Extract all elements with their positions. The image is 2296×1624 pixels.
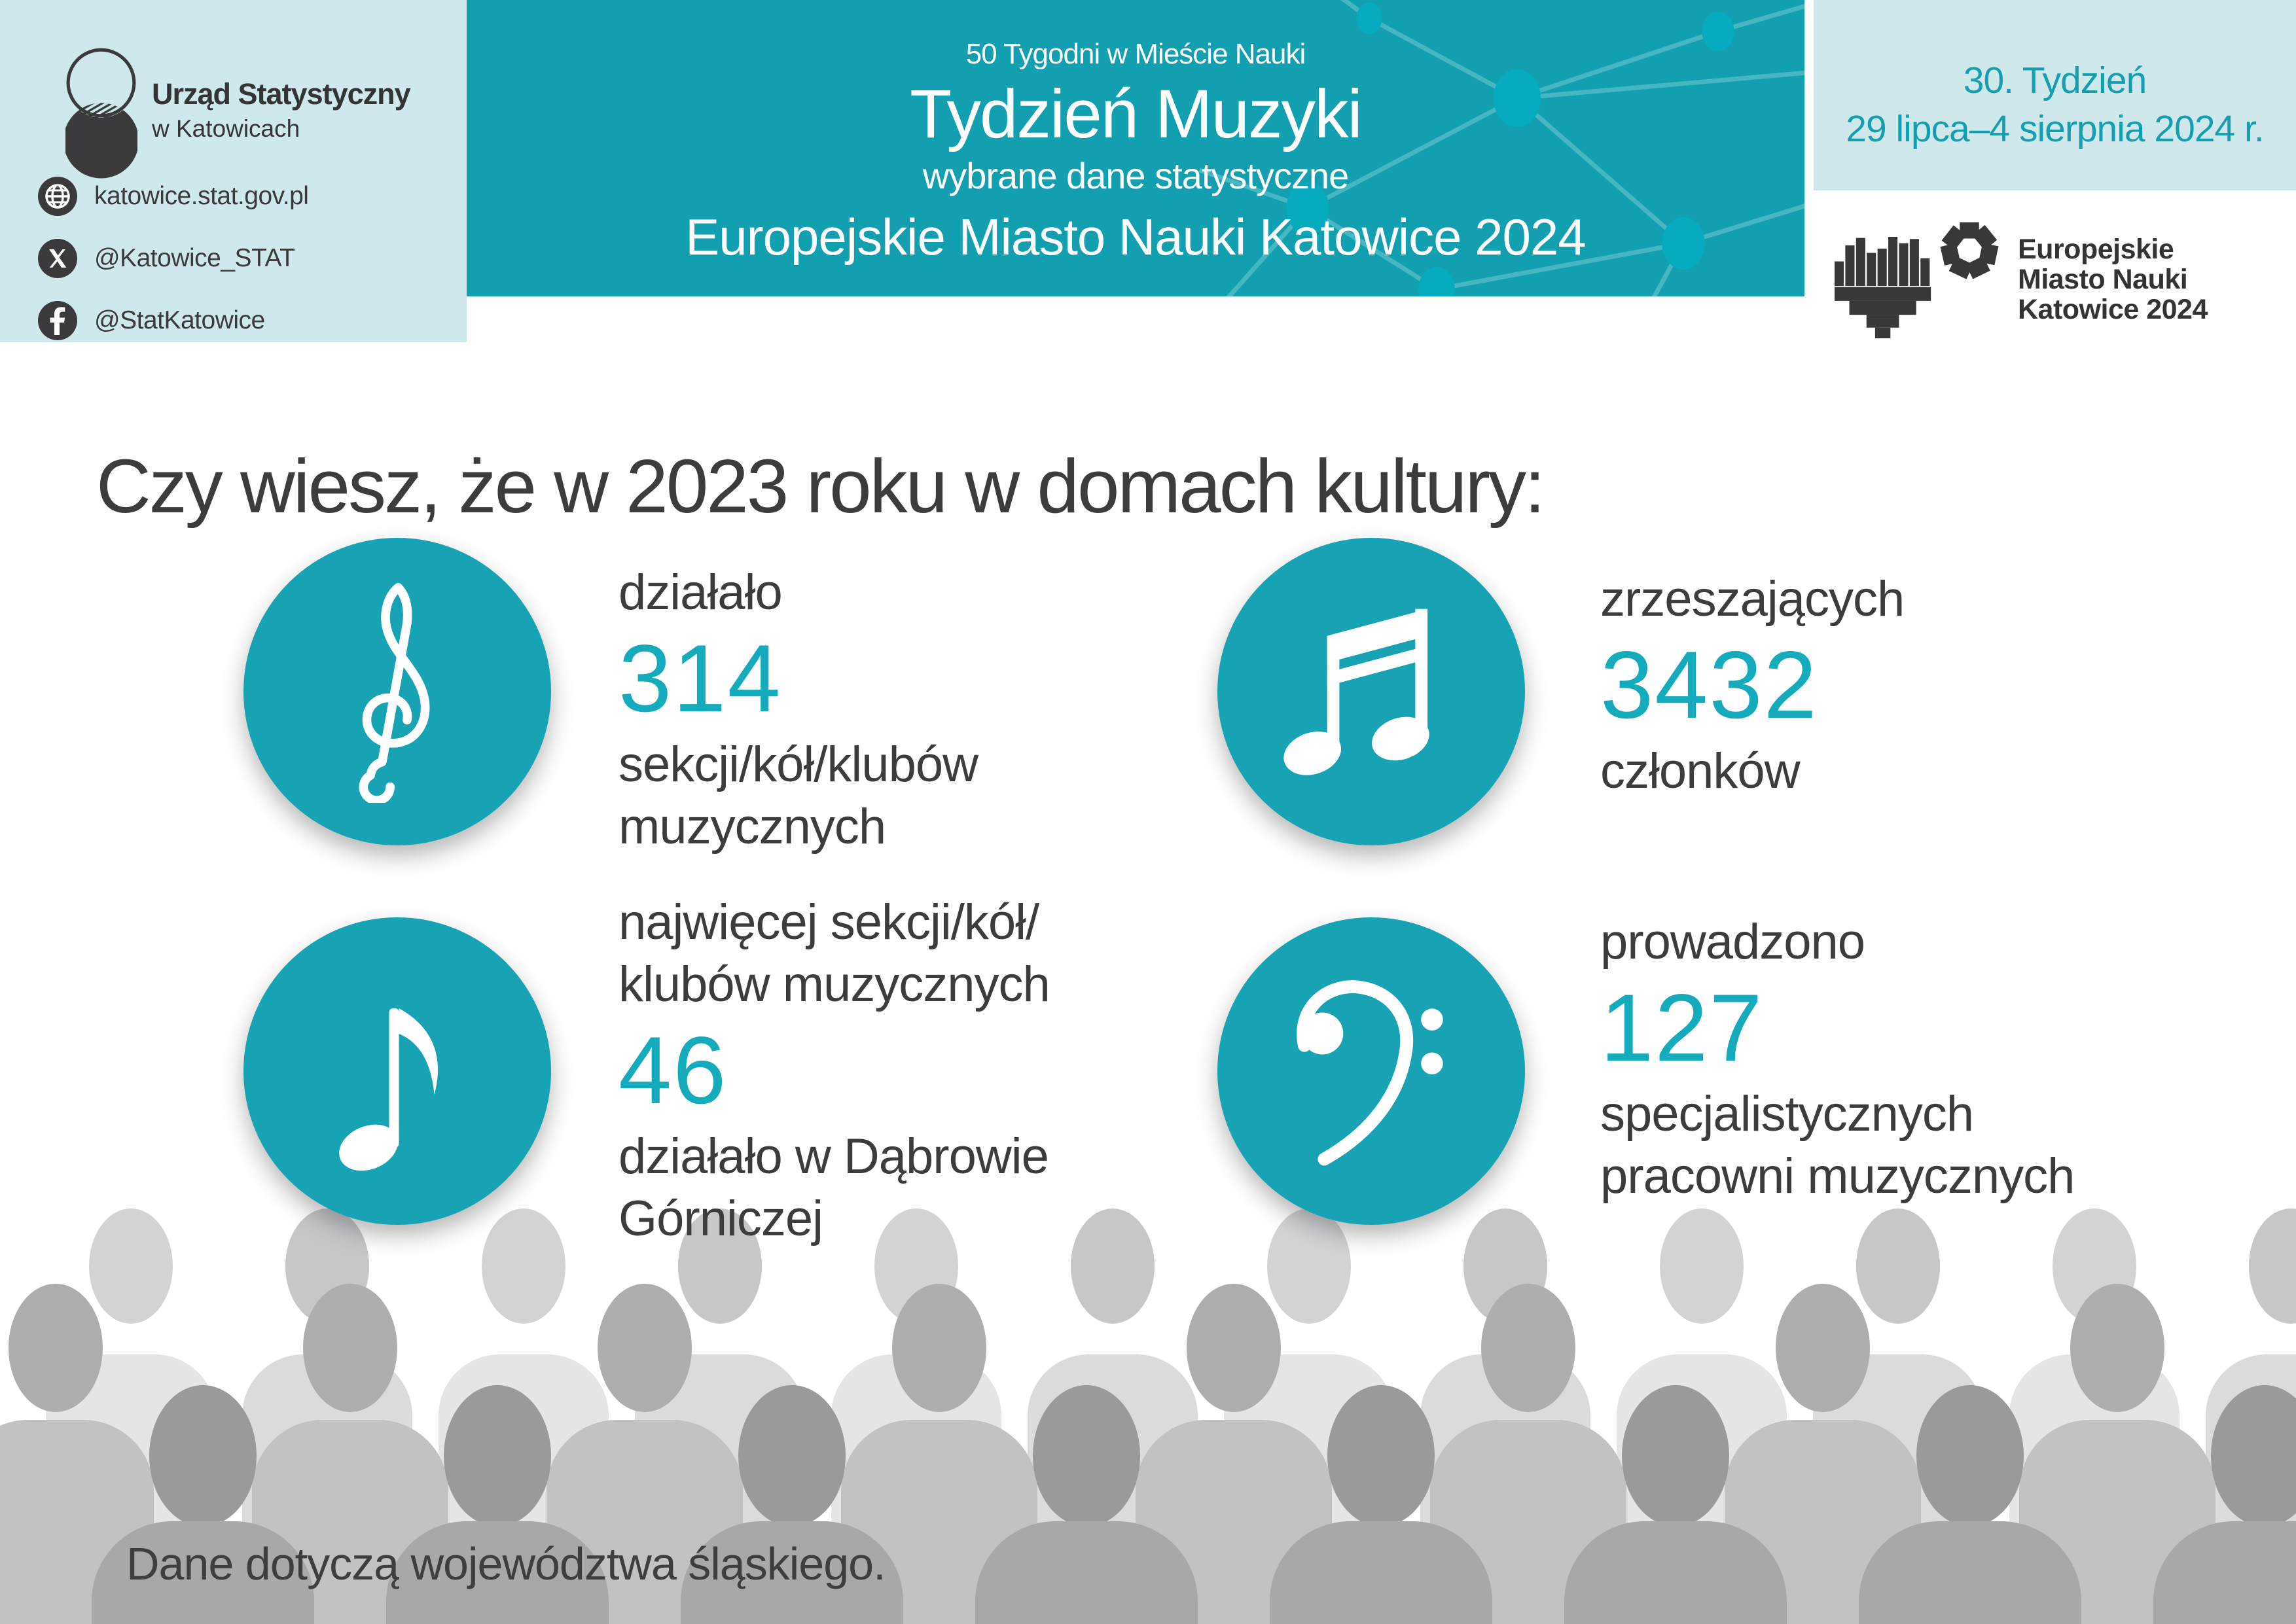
stat-studios-label-top: prowadzono bbox=[1600, 914, 1865, 970]
stat-dabrowa-label-top: najwięcej sekcji/kół/ klubów muzycznych bbox=[619, 894, 1050, 1012]
eighth-note-icon bbox=[339, 1008, 439, 1171]
title-banner: 50 Tygodni w Mieście Nauki Tydzień Muzyk… bbox=[467, 0, 1804, 296]
stat-members: zrzeszających 3432 członków bbox=[1600, 568, 1905, 802]
stat-circle-dabrowa bbox=[243, 917, 551, 1225]
series-title: 50 Tygodni w Mieście Nauki bbox=[965, 38, 1306, 70]
stat-sections-label-bottom: sekcji/kół/klubów muzycznych bbox=[619, 737, 978, 855]
facebook-icon bbox=[38, 300, 77, 340]
week-dates: 29 lipca–4 sierpnia 2024 r. bbox=[1846, 108, 2264, 150]
week-number: 30. Tydzień bbox=[1963, 60, 2147, 101]
globe-icon bbox=[38, 176, 77, 216]
stat-studios-value: 127 bbox=[1600, 974, 1764, 1081]
stat-circle-studios bbox=[1217, 917, 1525, 1225]
bass-clef-icon bbox=[1297, 980, 1443, 1166]
stat-dabrowa: najwięcej sekcji/kół/ klubów muzycznych … bbox=[619, 891, 1050, 1250]
x-handle-label: @Katowice_STAT bbox=[94, 243, 295, 272]
office-name-line1: Urząd Statystyczny bbox=[152, 77, 411, 111]
beamed-notes-icon bbox=[1283, 609, 1429, 775]
emn-text-line3: Katowice 2024 bbox=[2018, 294, 2208, 325]
x-icon bbox=[38, 238, 77, 278]
office-name-line2: w Katowicach bbox=[152, 115, 300, 142]
emn-star-icon bbox=[1939, 220, 2000, 280]
page-title: Tydzień Muzyki bbox=[910, 76, 1363, 152]
stat-members-label-bottom: członków bbox=[1600, 743, 1801, 799]
treble-clef-icon bbox=[359, 583, 430, 803]
emn-text-line2: Miasto Nauki bbox=[2018, 264, 2188, 295]
subtitle: wybrane dane statystyczne bbox=[922, 155, 1349, 196]
network-decoration bbox=[1198, 0, 1804, 296]
office-name: Urząd Statystyczny w Katowicach bbox=[152, 77, 411, 143]
stat-members-label-top: zrzeszających bbox=[1600, 571, 1905, 627]
contact-links: katowice.stat.gov.pl @Katowice_STAT bbox=[38, 165, 309, 351]
x-social-link[interactable]: @Katowice_STAT bbox=[38, 227, 308, 289]
emn-logo-text: Europejskie Miasto Nauki Katowice 2024 bbox=[2018, 234, 2208, 325]
brand-panel: Urząd Statystyczny w Katowicach kato bbox=[0, 0, 467, 342]
stat-dabrowa-label-bottom: działało w Dąbrowie Górniczej bbox=[619, 1129, 1049, 1246]
week-badge: 30. Tydzień 29 lipca–4 sierpnia 2024 r. bbox=[1814, 0, 2296, 190]
emn-katowice-logo: Europejskie Miasto Nauki Katowice 2024 bbox=[1820, 209, 2291, 366]
overlapping-circles-statistics-logo bbox=[63, 46, 139, 190]
emn-text-line1: Europejskie bbox=[2018, 234, 2174, 265]
footer-note: Dane dotyczą województwa śląskiego. bbox=[126, 1538, 886, 1589]
facebook-link[interactable]: @StatKatowice bbox=[38, 289, 308, 351]
stat-circle-members bbox=[1217, 538, 1525, 845]
website-link[interactable]: katowice.stat.gov.pl bbox=[38, 165, 309, 227]
stat-circle-sections bbox=[243, 538, 551, 845]
question-headline: Czy wiesz, że w 2023 roku w domach kultu… bbox=[96, 444, 1545, 529]
stat-dabrowa-value: 46 bbox=[619, 1017, 728, 1123]
stat-members-value: 3432 bbox=[1600, 631, 1818, 738]
facebook-handle-label: @StatKatowice bbox=[94, 306, 265, 334]
stat-studios: prowadzono 127 specjalistycznych pracown… bbox=[1600, 911, 2075, 1207]
stat-studios-label-bottom: specjalistycznych pracowni muzycznych bbox=[1600, 1086, 2075, 1204]
stat-sections-value: 314 bbox=[619, 625, 782, 732]
stat-sections-label-top: działało bbox=[619, 565, 783, 620]
emn-heart-icon bbox=[1835, 237, 1933, 338]
event-title: Europejskie Miasto Nauki Katowice 2024 bbox=[685, 208, 1586, 266]
stat-sections: działało 314 sekcji/kół/klubów muzycznyc… bbox=[619, 561, 978, 858]
website-label: katowice.stat.gov.pl bbox=[94, 181, 309, 210]
